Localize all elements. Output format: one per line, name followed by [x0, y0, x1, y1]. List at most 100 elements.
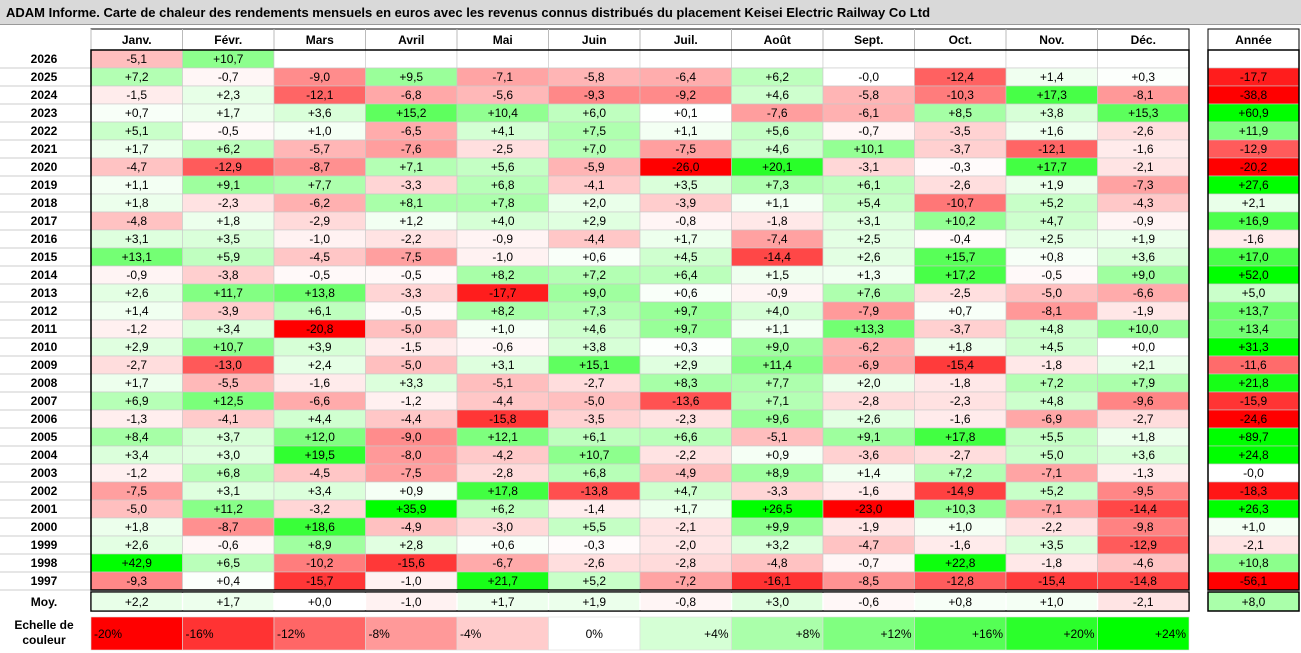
- cell-value: -1,8: [767, 214, 788, 228]
- cell-value: -3,3: [401, 286, 422, 300]
- scale-swatch: [273, 616, 366, 651]
- cell-value: +6,1: [308, 304, 332, 318]
- average-value: -1,0: [401, 595, 422, 609]
- cell-value: +6,6: [674, 430, 698, 444]
- cell-value: +3,5: [1040, 538, 1064, 552]
- cell-value: +7,8: [491, 196, 515, 210]
- scale-swatch: [365, 616, 458, 651]
- cell-value: +1,1: [765, 196, 789, 210]
- month-header-11: Nov.: [1039, 33, 1064, 47]
- cell-value: +7,2: [582, 268, 606, 282]
- year-label: 2005: [31, 430, 58, 444]
- annual-value: +10,8: [1238, 556, 1269, 570]
- cell-value: +1,9: [1040, 178, 1064, 192]
- annual-value: +89,7: [1238, 430, 1269, 444]
- cell-value: +0,1: [674, 106, 698, 120]
- cell-value: +4,6: [765, 88, 789, 102]
- year-label: 2002: [31, 484, 58, 498]
- cell-value: -1,6: [1133, 142, 1154, 156]
- cell-value: -9,0: [401, 430, 422, 444]
- cell-value: +3,1: [857, 214, 881, 228]
- cell-value: +3,4: [216, 322, 240, 336]
- year-label: 2003: [31, 466, 58, 480]
- month-header-7: Juil.: [674, 33, 698, 47]
- cell-value: -4,5: [309, 250, 330, 264]
- cell-value: +3,1: [491, 358, 515, 372]
- cell-value: +4,0: [765, 304, 789, 318]
- month-header-4: Avril: [398, 33, 424, 47]
- annual-value: -2,1: [1243, 538, 1264, 552]
- cell-value: -7,5: [675, 142, 696, 156]
- annual-value: +17,0: [1238, 250, 1269, 264]
- cell-value: -20,8: [306, 322, 334, 336]
- scale-step-label: +4%: [704, 627, 729, 641]
- cell-value: -1,3: [1133, 466, 1154, 480]
- cell-value: -3,5: [584, 412, 605, 426]
- cell-value: +5,5: [582, 520, 606, 534]
- cell-value: +11,4: [763, 358, 793, 372]
- cell-value: +3,0: [216, 448, 240, 462]
- cell-value: -6,6: [309, 394, 330, 408]
- cell-value: -5,8: [584, 70, 605, 84]
- cell-value: -9,5: [1133, 484, 1154, 498]
- scale-step-label: -4%: [460, 627, 482, 641]
- cell-value: +7,6: [857, 286, 881, 300]
- cell-value: -4,9: [675, 466, 696, 480]
- annual-value: +16,9: [1238, 214, 1269, 228]
- cell-value: +4,1: [491, 124, 515, 138]
- cell-value: -1,6: [309, 376, 330, 390]
- cell-value: +1,8: [125, 520, 149, 534]
- cell-value: +1,7: [125, 142, 149, 156]
- average-value: +1,0: [1040, 595, 1064, 609]
- cell-value: -4,4: [401, 412, 422, 426]
- heat-cell: [365, 49, 458, 69]
- cell-value: +4,7: [674, 484, 698, 498]
- cell-value: +8,4: [125, 430, 149, 444]
- cell-value: +1,1: [674, 124, 698, 138]
- scale-step-label: +16%: [972, 627, 1003, 641]
- cell-value: +20,1: [762, 160, 793, 174]
- cell-value: +17,7: [1037, 160, 1068, 174]
- cell-value: -1,6: [858, 484, 879, 498]
- cell-value: -3,8: [218, 268, 239, 282]
- cell-value: -2,0: [675, 538, 696, 552]
- cell-value: -3,7: [950, 142, 971, 156]
- cell-value: +5,1: [125, 124, 149, 138]
- cell-value: +13,1: [122, 250, 153, 264]
- year-label: 2008: [31, 376, 58, 390]
- cell-value: +17,2: [945, 268, 976, 282]
- cell-value: -0,5: [401, 268, 422, 282]
- cell-value: -12,8: [947, 574, 975, 588]
- average-cell: [640, 592, 731, 611]
- cell-value: -4,4: [584, 232, 605, 246]
- cell-value: -0,3: [584, 538, 605, 552]
- cell-value: +1,9: [1131, 232, 1155, 246]
- cell-value: +6,2: [216, 142, 240, 156]
- cell-value: +0,7: [948, 304, 972, 318]
- cell-value: +0,6: [582, 250, 606, 264]
- cell-value: -1,5: [126, 88, 147, 102]
- heat-cell: [731, 49, 824, 69]
- month-header-8: Août: [764, 33, 791, 47]
- cell-value: -7,5: [126, 484, 147, 498]
- cell-value: +6,1: [857, 178, 881, 192]
- scale-swatch: [639, 616, 732, 651]
- cell-value: +19,5: [305, 448, 336, 462]
- cell-value: -1,2: [126, 466, 147, 480]
- cell-value: +3,6: [308, 106, 332, 120]
- cell-value: -13,6: [672, 394, 700, 408]
- cell-value: -14,4: [1130, 502, 1158, 516]
- cell-value: +0,6: [491, 538, 515, 552]
- cell-value: +2,9: [582, 214, 606, 228]
- cell-value: +3,7: [216, 430, 240, 444]
- annual-value: +13,4: [1238, 322, 1269, 336]
- year-label: 1997: [31, 574, 58, 588]
- average-cell: [1006, 592, 1097, 611]
- cell-value: -4,4: [492, 394, 513, 408]
- cell-value: +4,7: [1040, 214, 1064, 228]
- cell-value: -4,5: [309, 466, 330, 480]
- annual-value: +31,3: [1238, 340, 1269, 354]
- cell-value: -12,9: [215, 160, 243, 174]
- cell-value: -2,3: [675, 412, 696, 426]
- cell-value: -15,4: [1038, 574, 1066, 588]
